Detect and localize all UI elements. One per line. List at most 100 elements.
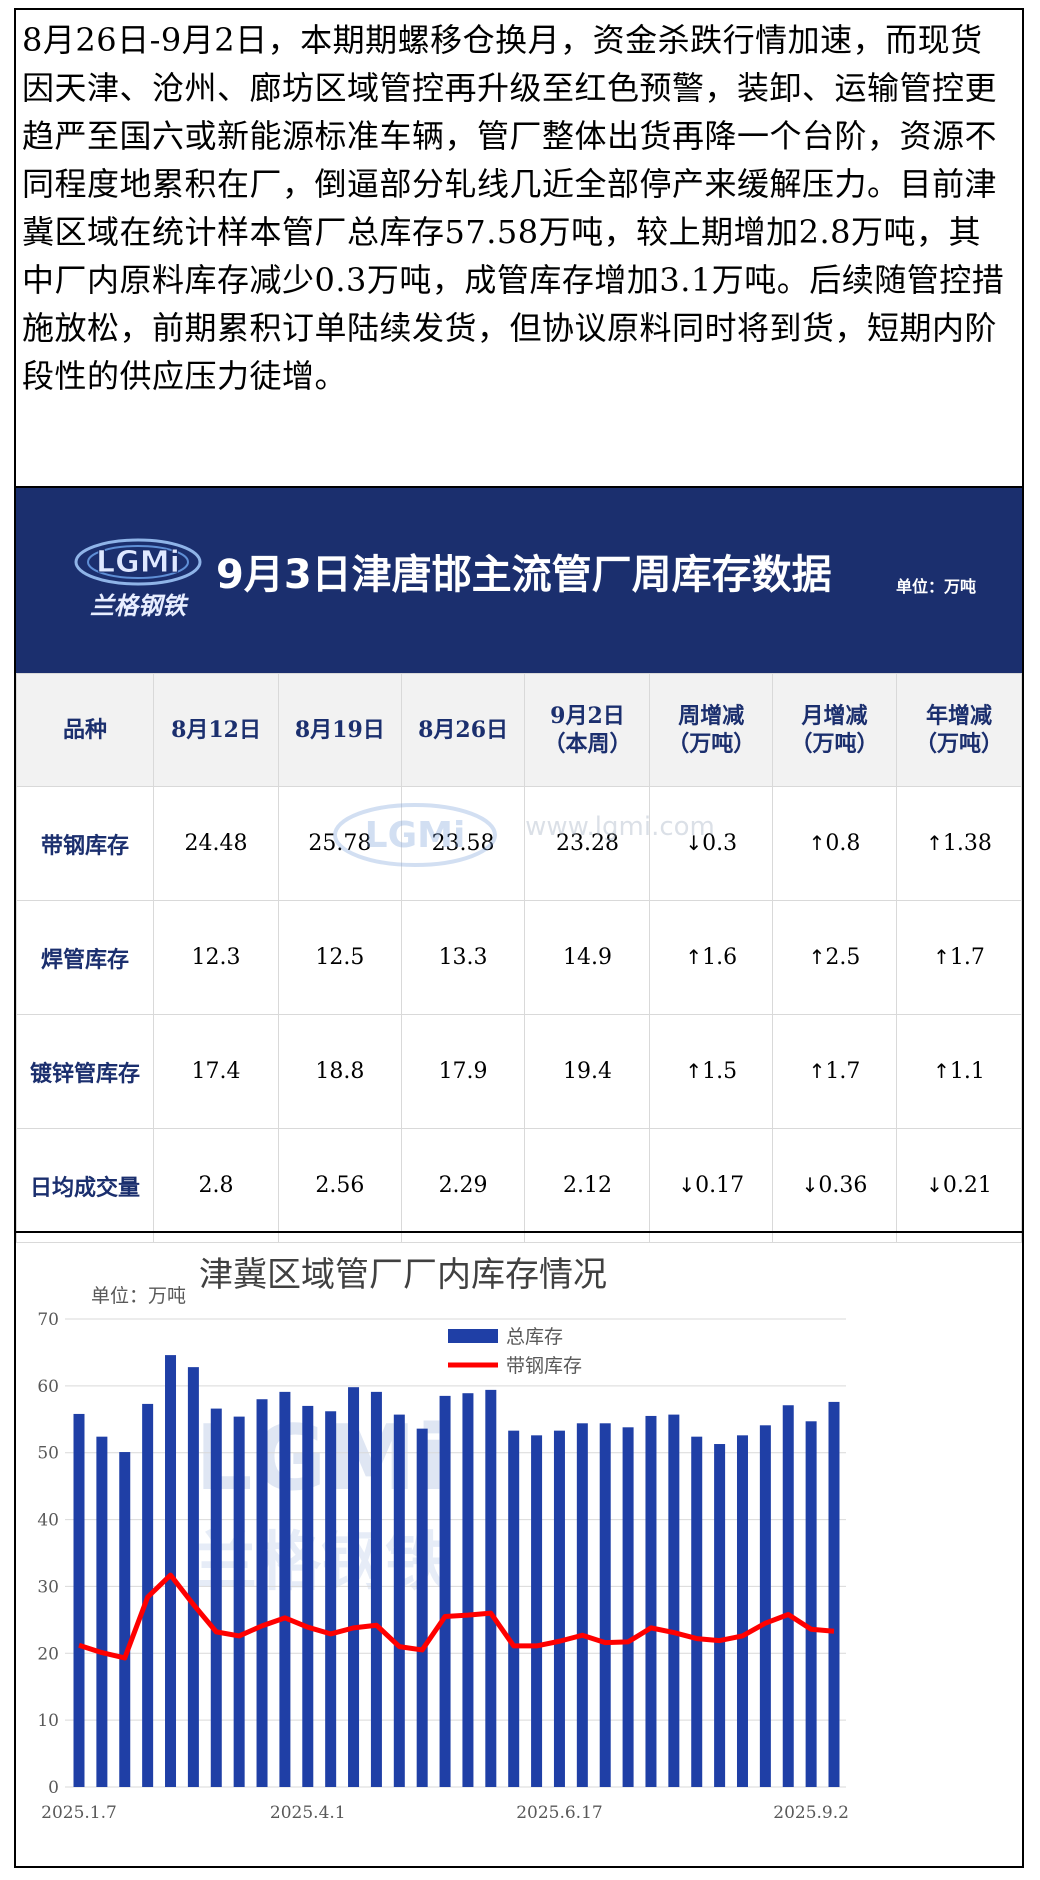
table-header-row: 品种 8月12日 8月19日 8月26日 9月2日 （本周） 周增减 （万吨） 月增… [15,673,1023,787]
change-value: 0.8 [825,831,861,856]
row-label: 日均成交量 [15,1128,155,1243]
arrow-down-icon: ↓ [685,831,703,855]
bar-total-inventory [462,1393,474,1787]
table-cell: 13.3 [400,900,526,1015]
y-tick-label: 30 [37,1577,59,1597]
bar-total-inventory [553,1430,565,1787]
change-value: 2.5 [825,945,861,970]
change-cell: ↓0.36 [772,1128,897,1243]
table-cell: 14.9 [524,900,651,1015]
table-row: 焊管库存 12.3 12.5 13.3 14.9 ↑1.6 ↑2.5 ↑1.7 [15,900,1023,1015]
arrow-down-icon: ↓ [678,1173,696,1197]
change-value: 1.7 [825,1059,861,1084]
table-cell: 24.48 [153,786,280,901]
bar-total-inventory [531,1435,543,1787]
bar-total-inventory [782,1405,794,1787]
y-tick-label: 60 [37,1377,59,1397]
table-cell: 17.9 [400,1014,526,1129]
y-tick-label: 50 [37,1444,59,1464]
header-cell: 年增减 （万吨） [895,673,1023,787]
bar-total-inventory [233,1416,245,1787]
bar-total-inventory [187,1367,199,1787]
arrow-up-icon: ↑ [926,831,943,855]
bar-total-inventory [210,1408,222,1787]
change-cell: ↑1.38 [895,786,1023,901]
table-cell: 2.12 [524,1128,651,1243]
chart-watermark-subtext: 兰格钢铁 [193,1525,449,1600]
arrow-up-icon: ↑ [808,831,826,855]
arrow-up-icon: ↑ [933,1059,950,1083]
y-tick-label: 0 [48,1778,59,1798]
banner-title: 9月3日津唐邯主流管厂周库存数据 [216,552,832,598]
bar-total-inventory [96,1436,108,1787]
y-tick-label: 10 [37,1711,59,1731]
header-cell: 8月19日 [278,673,402,787]
y-tick-label: 40 [37,1511,59,1531]
bar-total-inventory [119,1452,131,1787]
row-label: 带钢库存 [15,786,155,901]
table-cell: 23.28 [524,786,651,901]
section-divider [14,1231,1024,1233]
data-banner: LGMi 兰格钢铁 9月3日津唐邯主流管厂周库存数据 单位：万吨 [16,488,1022,673]
svg-text:LGMi: LGMi [365,815,466,856]
change-cell: ↑1.1 [895,1014,1023,1129]
table-cell: 23.58 [400,786,526,901]
bar-total-inventory [439,1395,451,1787]
table-cell: 2.29 [400,1128,526,1243]
header-cell: 8月26日 [400,673,526,787]
arrow-up-icon: ↑ [808,945,826,969]
bar-total-inventory [73,1413,85,1787]
change-cell: ↑0.8 [772,786,897,901]
bar-total-inventory [736,1435,748,1787]
change-value: 0.21 [942,1173,992,1198]
bar-total-inventory [348,1387,360,1787]
arrow-down-icon: ↓ [926,1173,943,1197]
x-tick-label: 2025.9.2 [773,1803,849,1823]
x-tick-label: 2025.4.1 [270,1803,346,1823]
table-row: 镀锌管库存 17.4 18.8 17.9 19.4 ↑1.5 ↑1.7 ↑1.1 [15,1014,1023,1129]
change-cell: ↓0.17 [649,1128,774,1243]
summary-paragraph: 8月26日-9月2日，本期期螺移仓换月，资金杀跌行情加速，而现货因天津、沧州、廊… [22,21,1005,395]
header-cell: 9月2日 （本周） [524,673,651,787]
table-cell: 19.4 [524,1014,651,1129]
change-value: 1.5 [702,1059,738,1084]
change-value: 1.6 [702,945,738,970]
legend-label: 带钢库存 [506,1355,582,1377]
row-label: 焊管库存 [15,900,155,1015]
change-cell: ↓0.21 [895,1128,1023,1243]
change-value: 0.36 [818,1173,868,1198]
table-cell: 12.5 [278,900,402,1015]
bar-total-inventory [256,1399,268,1787]
arrow-up-icon: ↑ [808,1059,826,1083]
y-tick-label: 20 [37,1644,59,1664]
change-value: 1.7 [949,945,985,970]
header-cell: 8月12日 [153,673,280,787]
table-cell: 25.78 [278,786,402,901]
row-label: 镀锌管库存 [15,1014,155,1129]
page-frame [14,8,1024,1868]
change-value: 1.1 [949,1059,985,1084]
table-cell: 18.8 [278,1014,402,1129]
change-value: 0.17 [695,1173,745,1198]
bar-total-inventory [485,1389,497,1787]
chart-title: 津冀区域管厂厂内库存情况 [199,1255,607,1295]
table-row: 日均成交量 2.8 2.56 2.29 2.12 ↓0.17 ↓0.36 ↓0.21 [15,1128,1023,1243]
y-axis-unit-label: 单位：万吨 [91,1285,186,1307]
change-cell: ↑1.5 [649,1014,774,1129]
bar-total-inventory [828,1401,840,1787]
legend-label: 总库存 [506,1326,563,1348]
bar-total-inventory [325,1411,337,1787]
bar-total-inventory [393,1414,405,1787]
change-cell: ↑1.7 [895,900,1023,1015]
bar-total-inventory [599,1423,611,1787]
svg-text:www.lgmi.com: www.lgmi.com [525,812,715,842]
bar-total-inventory [622,1427,634,1787]
watermark: LGMi www.lgmi.com [333,803,715,867]
bar-total-inventory [714,1444,726,1787]
arrow-up-icon: ↑ [933,945,950,969]
arrow-up-icon: ↑ [685,1059,703,1083]
bar-total-inventory [165,1355,177,1787]
change-cell: ↑1.7 [772,1014,897,1129]
lgmi-logo: LGMi 兰格钢铁 [74,538,202,620]
change-cell: ↓0.3 [649,786,774,901]
